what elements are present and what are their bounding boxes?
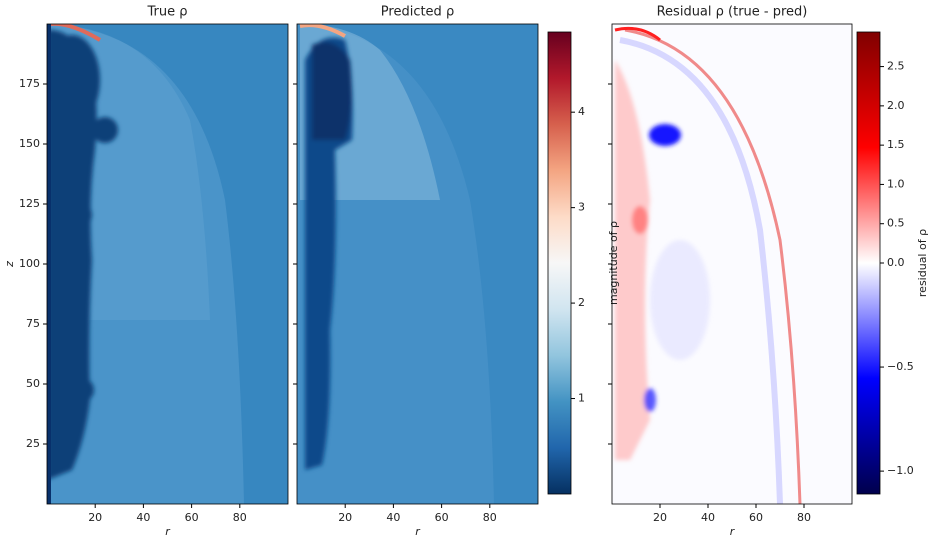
- x-tick-label: 60: [749, 511, 763, 524]
- colorbar: [547, 31, 572, 495]
- x-tick-label: 20: [653, 511, 667, 524]
- y-tick-label: 25: [26, 437, 40, 450]
- y-tick-label: 75: [26, 317, 40, 330]
- colorbar: [856, 31, 881, 495]
- x-tick-label: 40: [701, 511, 715, 524]
- x-tick-label: 60: [185, 511, 199, 524]
- heatmap-image: [47, 24, 288, 504]
- x-axis-label: r: [415, 525, 421, 538]
- x-tick-label: 80: [483, 511, 497, 524]
- colorbar-label: residual of ρ: [916, 229, 929, 297]
- colorbar-tick-label: 1.5: [887, 138, 905, 151]
- colorbar-tick-label: −1.0: [887, 464, 914, 477]
- y-tick-label: 175: [19, 77, 40, 90]
- x-tick-label: 80: [233, 511, 247, 524]
- x-axis-label: r: [730, 525, 736, 538]
- y-tick-label: 125: [19, 197, 40, 210]
- heatmap-image: [612, 24, 852, 504]
- panel-title: Predicted ρ: [381, 5, 454, 20]
- colorbar-tick-label: 2.5: [887, 60, 905, 73]
- colorbar-tick-label: 1.0: [887, 177, 905, 190]
- colorbar-tick-label: 4: [578, 105, 585, 118]
- x-tick-label: 40: [136, 511, 150, 524]
- y-tick-label: 100: [19, 257, 40, 270]
- colorbar-tick-label: 0.0: [887, 256, 905, 269]
- colorbar-tick-label: 1: [578, 392, 585, 405]
- colorbar-tick-label: 2.0: [887, 99, 905, 112]
- x-tick-label: 20: [338, 511, 352, 524]
- colorbar-tick-label: 3: [578, 201, 585, 214]
- y-tick-label: 150: [19, 137, 40, 150]
- colorbar-tick-label: −0.5: [887, 360, 914, 373]
- x-tick-label: 60: [435, 511, 449, 524]
- panel-title: True ρ: [147, 5, 188, 20]
- colorbar-tick-label: 0.5: [887, 217, 905, 230]
- colorbar-label: magnitude of ρ: [607, 221, 620, 305]
- heatmap-image: [297, 24, 538, 504]
- x-tick-label: 20: [88, 511, 102, 524]
- y-axis-label: z: [3, 261, 16, 268]
- x-axis-label: r: [165, 525, 171, 538]
- x-tick-label: 40: [386, 511, 400, 524]
- x-tick-label: 80: [797, 511, 811, 524]
- colorbar-tick-label: 2: [578, 296, 585, 309]
- panel-title: Residual ρ (true - pred): [657, 5, 808, 20]
- y-tick-label: 50: [26, 377, 40, 390]
